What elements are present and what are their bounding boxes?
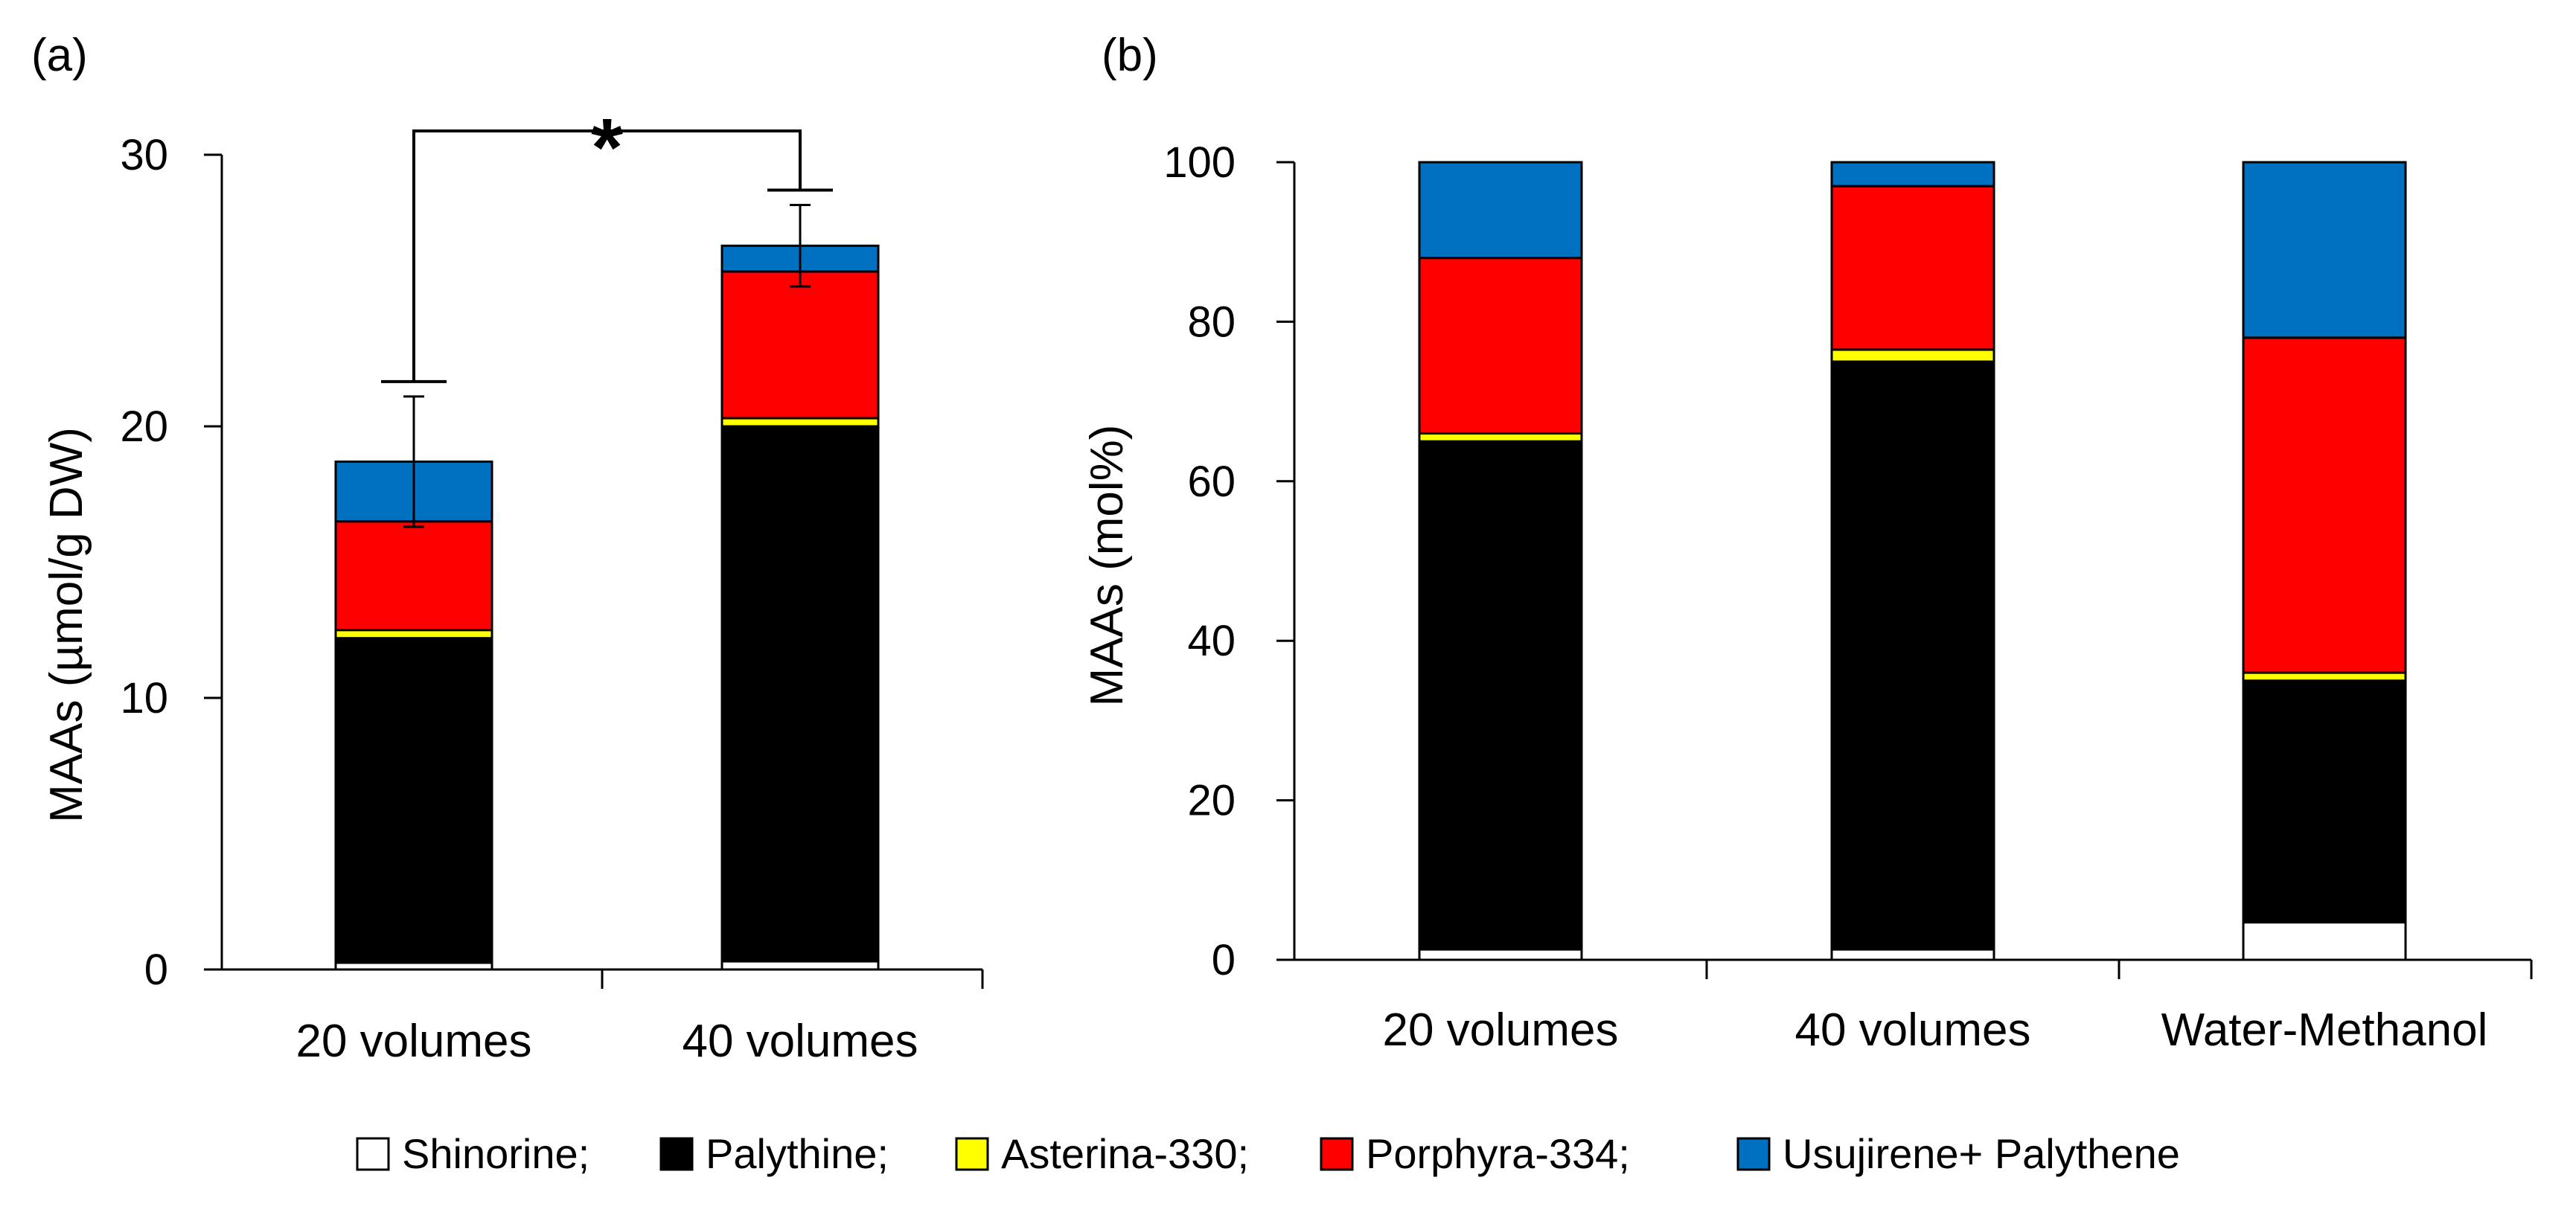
legend-swatch-usujirene-palythene bbox=[1736, 1137, 1771, 1171]
y-tick-label: 0 bbox=[1212, 936, 1236, 984]
y-tick-label: 60 bbox=[1187, 458, 1236, 506]
legend-label-shinorine: Shinorine; bbox=[402, 1130, 589, 1177]
y-tick-label: 0 bbox=[144, 946, 168, 994]
legend-swatch-asterina-330 bbox=[955, 1137, 989, 1171]
significance-bracket bbox=[412, 129, 802, 382]
bar-segment-porphyra-334-40-volumes bbox=[720, 270, 880, 420]
bar-segment-porphyra-334-40-volumes bbox=[1830, 185, 1995, 351]
bar-segment-porphyra-334-20-volumes bbox=[1418, 257, 1583, 435]
panel-b-y-axis-title: MAAs (mol%) bbox=[1081, 425, 1133, 707]
bar-segment-usujirene-palythene-40-volumes bbox=[1830, 161, 1995, 187]
legend-swatch-palythine bbox=[659, 1137, 694, 1171]
x-category-label: 40 volumes bbox=[682, 1016, 918, 1067]
bar-segment-asterina-330-20-volumes bbox=[1418, 432, 1583, 443]
panel-a-y-axis-title: MAAs (µmol/g DW) bbox=[41, 427, 92, 823]
bar-segment-porphyra-334-water-methanol bbox=[2242, 336, 2407, 674]
x-category-label: Water-Methanol bbox=[2161, 1004, 2488, 1056]
panel-a-chart: (a) MAAs (µmol/g DW) 0 10 20 30 20 volumes 40… bbox=[31, 30, 984, 1067]
y-tick-label: 20 bbox=[120, 403, 168, 451]
x-category-label: 40 volumes bbox=[1794, 1004, 2030, 1056]
bar-segment-asterina-330-20-volumes bbox=[334, 629, 493, 640]
significance-star: * bbox=[591, 102, 623, 193]
y-tick-label: 40 bbox=[1187, 617, 1236, 665]
bar-segment-porphyra-334-20-volumes bbox=[334, 520, 493, 632]
x-category-label: 20 volumes bbox=[1382, 1004, 1618, 1056]
legend-label-asterina-330: Asterina-330; bbox=[1001, 1130, 1249, 1177]
bar-segment-shinorine-water-methanol bbox=[2242, 921, 2407, 961]
legend-label-usujirene-palythene: Usujirene+ Palythene bbox=[1783, 1130, 2180, 1177]
bar-segment-asterina-330-40-volumes bbox=[720, 417, 880, 428]
legend-swatch-shinorine bbox=[356, 1137, 390, 1171]
bar-segment-shinorine-40-volumes bbox=[1830, 948, 1995, 961]
bar-segment-palythine-40-volumes bbox=[720, 425, 880, 963]
y-tick-label: 10 bbox=[120, 674, 168, 722]
y-tick-label: 30 bbox=[120, 131, 168, 179]
panel-b-chart: (b) MAAs (mol%) 0 20 40 60 80 100 20 volumes 40… bbox=[1081, 30, 2533, 1056]
legend-label-porphyra-334: Porphyra-334; bbox=[1366, 1130, 1630, 1177]
x-category-label: 20 volumes bbox=[295, 1016, 531, 1067]
bar-segment-asterina-330-water-methanol bbox=[2242, 671, 2407, 682]
bar-segment-palythine-40-volumes bbox=[1830, 360, 1995, 951]
y-tick-label: 20 bbox=[1187, 777, 1236, 825]
panel-a-label: (a) bbox=[31, 30, 88, 81]
bar-segment-palythine-20-volumes bbox=[1418, 440, 1583, 951]
y-tick-label: 80 bbox=[1187, 298, 1236, 346]
legend-swatch-porphyra-334 bbox=[1320, 1137, 1354, 1171]
bar-segment-shinorine-40-volumes bbox=[720, 960, 880, 971]
legend: Shinorine; Palythine; Asterina-330; Porp… bbox=[356, 1130, 2180, 1177]
bar-segment-palythine-20-volumes bbox=[334, 637, 493, 964]
legend-label-palythine: Palythine; bbox=[706, 1130, 889, 1177]
bar-segment-shinorine-20-volumes bbox=[1418, 948, 1583, 961]
bar-segment-palythine-water-methanol bbox=[2242, 679, 2407, 924]
bar-segment-asterina-330-40-volumes bbox=[1830, 348, 1995, 363]
panel-b-label: (b) bbox=[1102, 30, 1158, 81]
bar-segment-usujirene-palythene-20-volumes bbox=[1418, 161, 1583, 260]
bar-segment-usujirene-palythene-water-methanol bbox=[2242, 161, 2407, 339]
y-tick-label: 100 bbox=[1163, 138, 1236, 187]
